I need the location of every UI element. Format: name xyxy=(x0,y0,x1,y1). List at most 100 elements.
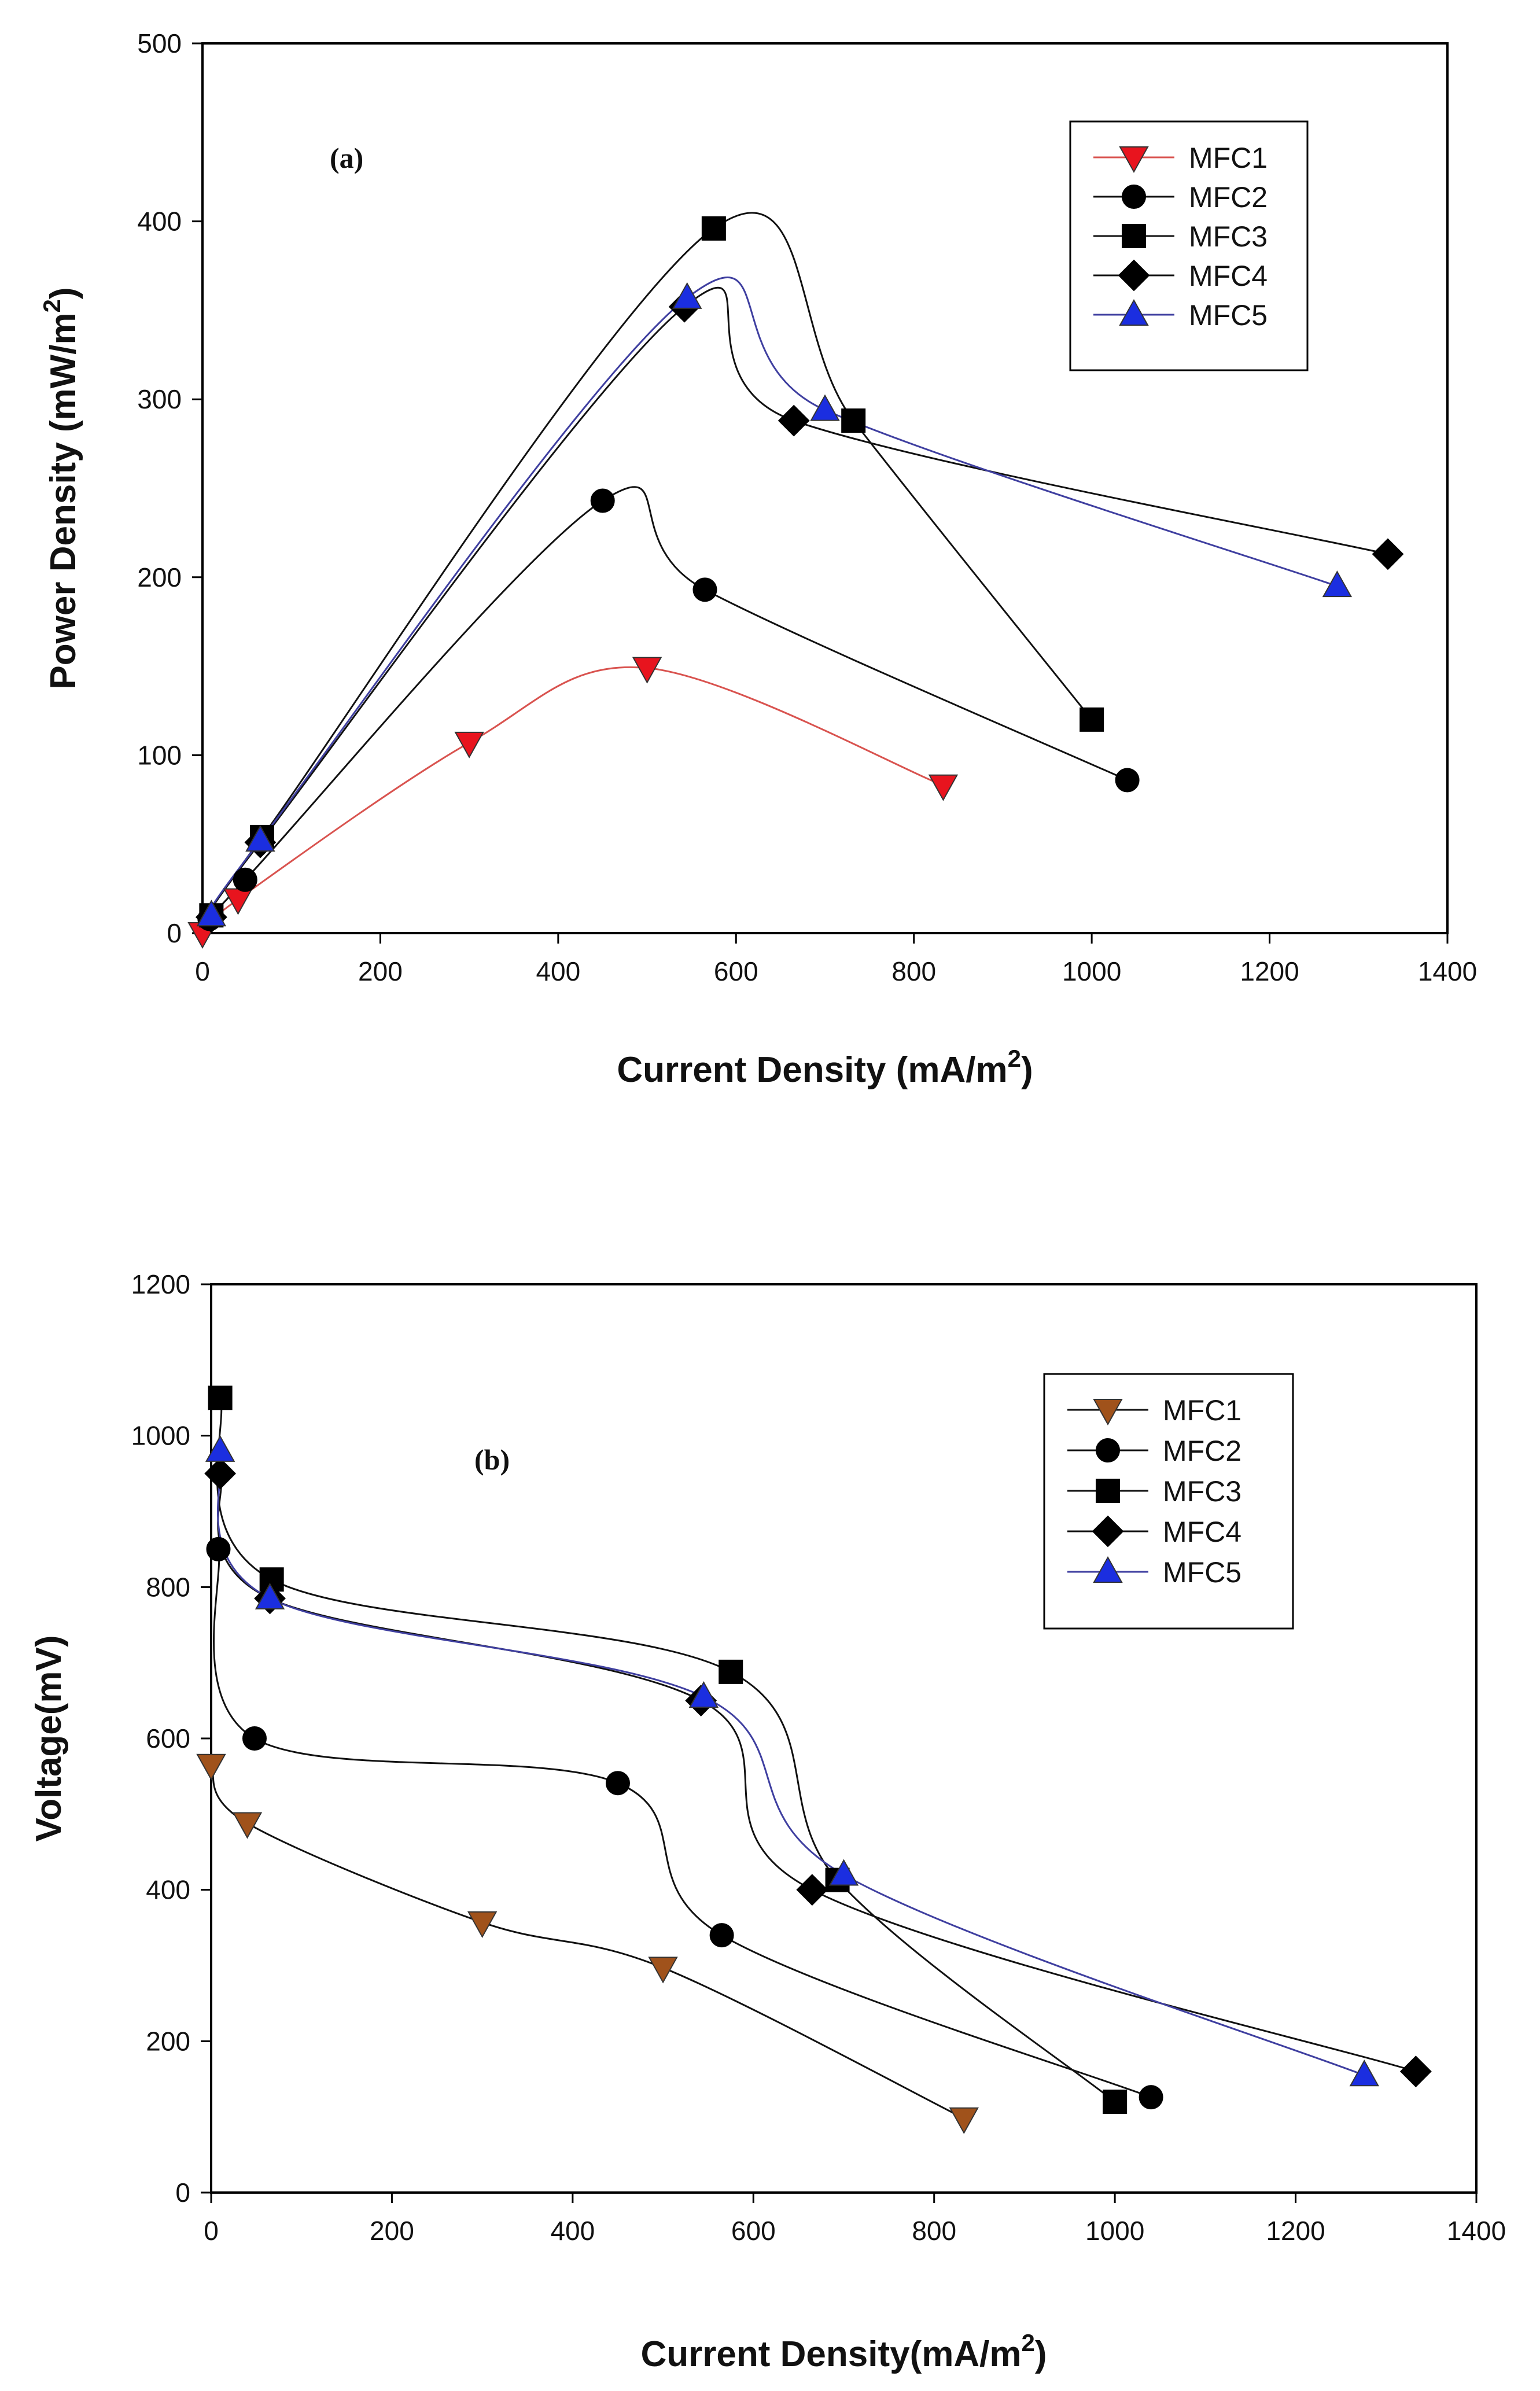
chart-b-y-tick-label: 0 xyxy=(175,2178,190,2208)
chart-b-legend: MFC1 MFC2 MFC3 MFC4 MFC5 xyxy=(1043,1373,1294,1630)
chart-a-legend: MFC1 MFC2 MFC3 MFC4 MFC5 xyxy=(1069,120,1309,371)
chart-a-legend-marker-mfc4 xyxy=(1118,259,1150,292)
chart-b-y-tick-label: 200 xyxy=(146,2026,190,2056)
chart-a-y-tick-label: 0 xyxy=(167,918,182,948)
chart-b-panel-label: (b) xyxy=(474,1443,510,1476)
chart-b-point-mfc2 xyxy=(206,1537,231,1561)
chart-b-point-mfc5 xyxy=(205,1435,235,1462)
chart-b-legend-marker-mfc2 xyxy=(1096,1438,1120,1462)
chart-b-x-tick-label: 400 xyxy=(550,2216,595,2246)
chart-b-legend-label-mfc2: MFC2 xyxy=(1163,1435,1241,1467)
chart-b-legend-label-mfc5: MFC5 xyxy=(1163,1556,1241,1589)
chart-a-markers xyxy=(187,216,1404,949)
chart-a-plot-frame xyxy=(201,42,1449,934)
chart-a-legend-marker-mfc3 xyxy=(1122,224,1146,248)
chart-b-x-tick-label: 0 xyxy=(204,2216,219,2246)
chart-a-x-tick-label: 400 xyxy=(536,956,580,986)
chart-b-y-tick-label: 400 xyxy=(146,1875,190,1905)
chart-a-point-mfc1 xyxy=(928,774,959,801)
chart-b-point-mfc1 xyxy=(196,1753,226,1781)
chart-a-legend-marker-mfc5 xyxy=(1119,299,1149,326)
chart-b-y-tick-label: 1000 xyxy=(131,1421,190,1451)
chart-b-x-axis-label: Current Density(mA/m2) xyxy=(640,2329,1047,2374)
chart-b-x-tick-label: 800 xyxy=(912,2216,956,2246)
chart-b-markers xyxy=(196,1386,1432,2134)
chart-a-panel-label: (a) xyxy=(330,142,363,174)
chart-b-point-mfc2 xyxy=(242,1726,267,1751)
chart-a-legend-marker-mfc1 xyxy=(1119,146,1149,174)
chart-b-y-axis-label: Voltage(mV) xyxy=(29,1635,69,1841)
chart-a-point-mfc5 xyxy=(245,824,275,852)
chart-a-point-mfc1 xyxy=(454,731,484,758)
chart-a-point-mfc2 xyxy=(692,577,717,602)
chart-a-legend-label-mfc4: MFC4 xyxy=(1189,260,1268,292)
chart-a-point-mfc5 xyxy=(1322,570,1353,598)
chart-b-ticks: 0 200 400 600 800 1000 1200 1400 0 200 400 600 800 10… xyxy=(131,1269,1506,2246)
chart-a-legend-marker-mfc2 xyxy=(1122,185,1146,209)
chart-a-point-mfc3 xyxy=(1080,707,1104,732)
chart-a-y-tick-label: 300 xyxy=(137,384,182,414)
chart-a-point-mfc3 xyxy=(701,216,726,241)
chart-b-point-mfc1 xyxy=(949,2107,979,2134)
chart-b-x-tick-label: 1000 xyxy=(1085,2216,1144,2246)
chart-b-y-tick-label: 600 xyxy=(146,1723,190,1753)
chart-b-legend-marker-mfc1 xyxy=(1093,1399,1123,1426)
chart-a-x-tick-label: 800 xyxy=(891,956,936,986)
chart-a-y-axis-label: Power Density (mW/m2) xyxy=(38,287,83,689)
chart-b-legend-marker-mfc3 xyxy=(1096,1479,1120,1503)
chart-b-point-mfc1 xyxy=(467,1911,498,1938)
chart-b-legend-marker-mfc4 xyxy=(1092,1515,1124,1548)
chart-b-legend-label-mfc3: MFC3 xyxy=(1163,1475,1241,1508)
chart-a: 0 200 400 600 800 1000 1200 1400 0 100 200 300 400 50… xyxy=(38,28,1477,1090)
chart-b-point-mfc3 xyxy=(208,1386,233,1410)
chart-a-x-axis-label: Current Density (mA/m2) xyxy=(617,1045,1033,1090)
chart-b-x-tick-label: 1400 xyxy=(1447,2216,1506,2246)
chart-b-point-mfc4 xyxy=(1399,2055,1432,2088)
chart-a-x-tick-label: 1000 xyxy=(1062,956,1121,986)
chart-a-point-mfc2 xyxy=(1115,768,1140,793)
chart-a-y-tick-label: 100 xyxy=(137,740,182,770)
chart-b-legend-box xyxy=(1043,1373,1294,1630)
chart-a-point-mfc4 xyxy=(1372,538,1404,570)
chart-b-point-mfc4 xyxy=(204,1457,237,1490)
chart-b-point-mfc1 xyxy=(232,1812,263,1839)
chart-a-point-mfc5 xyxy=(196,900,227,927)
chart-a-point-mfc2 xyxy=(590,488,615,513)
chart-b-point-mfc5 xyxy=(255,1582,285,1609)
chart-b-point-mfc2 xyxy=(709,1923,734,1948)
chart-a-x-tick-label: 1200 xyxy=(1240,956,1299,986)
chart-b: 0 200 400 600 800 1000 1200 1400 0 200 400 600 800 10… xyxy=(29,1269,1506,2374)
chart-b-x-tick-label: 1200 xyxy=(1266,2216,1325,2246)
chart-a-point-mfc2 xyxy=(233,867,257,892)
chart-b-point-mfc2 xyxy=(605,1771,630,1796)
chart-a-x-tick-label: 200 xyxy=(358,956,403,986)
chart-a-legend-label-mfc5: MFC5 xyxy=(1189,299,1268,331)
chart-a-x-tick-label: 600 xyxy=(714,956,758,986)
chart-b-y-tick-label: 1200 xyxy=(131,1269,190,1299)
chart-b-legend-label-mfc1: MFC1 xyxy=(1163,1394,1241,1427)
chart-a-ticks: 0 200 400 600 800 1000 1200 1400 0 100 200 300 400 50… xyxy=(137,28,1477,986)
chart-a-point-mfc5 xyxy=(810,394,840,421)
chart-b-line-mfc5 xyxy=(216,1450,1365,2076)
chart-b-point-mfc3 xyxy=(1103,2090,1128,2114)
chart-b-point-mfc5 xyxy=(828,1859,859,1886)
chart-a-legend-label-mfc2: MFC2 xyxy=(1189,181,1268,213)
chart-b-x-tick-label: 200 xyxy=(370,2216,414,2246)
chart-b-legend-marker-mfc5 xyxy=(1093,1556,1123,1583)
chart-a-x-tick-label: 0 xyxy=(195,956,210,986)
chart-b-point-mfc1 xyxy=(648,1957,678,1984)
chart-a-y-tick-label: 500 xyxy=(137,28,182,58)
chart-b-point-mfc2 xyxy=(1139,2085,1163,2110)
chart-b-legend-label-mfc4: MFC4 xyxy=(1163,1516,1241,1548)
chart-a-y-tick-label: 400 xyxy=(137,207,182,237)
chart-b-point-mfc4 xyxy=(796,1874,828,1906)
chart-b-point-mfc5 xyxy=(688,1681,719,1708)
chart-b-y-tick-label: 800 xyxy=(146,1572,190,1602)
chart-a-x-tick-label: 1400 xyxy=(1418,956,1477,986)
chart-a-legend-box xyxy=(1069,120,1309,371)
chart-a-point-mfc5 xyxy=(672,282,702,309)
chart-a-point-mfc4 xyxy=(778,404,810,437)
chart-b-point-mfc3 xyxy=(719,1659,743,1684)
